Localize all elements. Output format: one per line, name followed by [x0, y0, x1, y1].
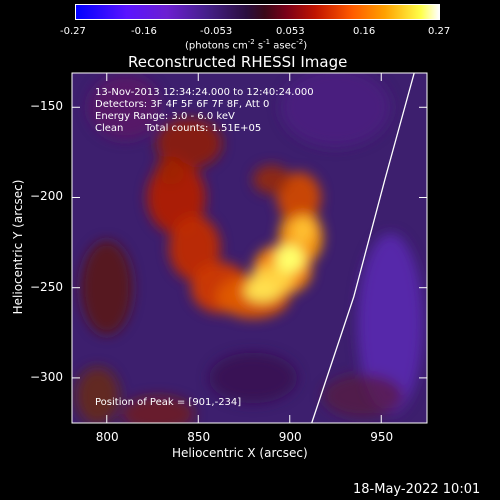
colorbar-tick: -0.27 — [60, 26, 86, 37]
intensity-blob — [322, 374, 404, 418]
x-tick-label: 950 — [370, 430, 394, 444]
x-tick-label: 850 — [187, 430, 211, 444]
intensity-blob — [280, 73, 391, 147]
y-tick-label: −150 — [30, 99, 63, 114]
colorbar-tick: 0.053 — [276, 26, 305, 37]
info-time: 13-Nov-2013 12:34:24.000 to 12:40:24.000 — [95, 87, 314, 98]
intensity-blob — [156, 118, 223, 169]
colorbar-units: (photons cm-2 s-1 asec-2) — [185, 38, 308, 52]
intensity-blob — [209, 352, 298, 404]
intensity-blob — [291, 215, 314, 245]
intensity-blob — [357, 233, 424, 414]
intensity-blob — [244, 280, 281, 303]
colorbar-tick: 0.27 — [428, 26, 451, 37]
y-tick-label: −200 — [30, 189, 63, 204]
y-axis-label: Heliocentric Y (arcsec) — [11, 179, 25, 315]
chart-title: Reconstructed RHESSI Image — [128, 53, 348, 71]
timestamp: 18-May-2022 10:01 — [353, 482, 481, 497]
plot-frame — [71, 72, 428, 424]
intensity-blob — [168, 215, 221, 281]
colorbar-tick: 0.16 — [353, 26, 376, 37]
x-axis-label: Heliocentric X (arcsec) — [172, 446, 308, 460]
x-tick-label: 900 — [278, 430, 302, 444]
intensity-blob — [81, 240, 133, 335]
colorbar-tick: -0.053 — [200, 26, 233, 37]
colorbar — [75, 4, 440, 20]
intensity-blob — [88, 74, 162, 140]
intensity-blob — [253, 165, 290, 194]
intensity-blob — [121, 395, 195, 423]
solar-limb — [311, 73, 415, 423]
x-tick-label: 800 — [95, 430, 119, 444]
y-tick-label: −250 — [30, 279, 63, 294]
colorbar-tick: -0.16 — [131, 26, 157, 37]
info-energy: Energy Range: 3.0 - 6.0 keV — [95, 111, 235, 122]
intensity-blob — [275, 244, 305, 274]
intensity-blob — [156, 155, 186, 185]
info-clean: Clean — [95, 123, 124, 134]
y-tick-label: −300 — [30, 369, 63, 384]
info-counts: Total counts: 1.51E+05 — [145, 123, 262, 134]
peak-position: Position of Peak = [901,-234] — [95, 397, 242, 408]
info-detectors: Detectors: 3F 4F 5F 6F 7F 8F, Att 0 — [95, 99, 270, 110]
intensity-blob — [75, 367, 120, 423]
